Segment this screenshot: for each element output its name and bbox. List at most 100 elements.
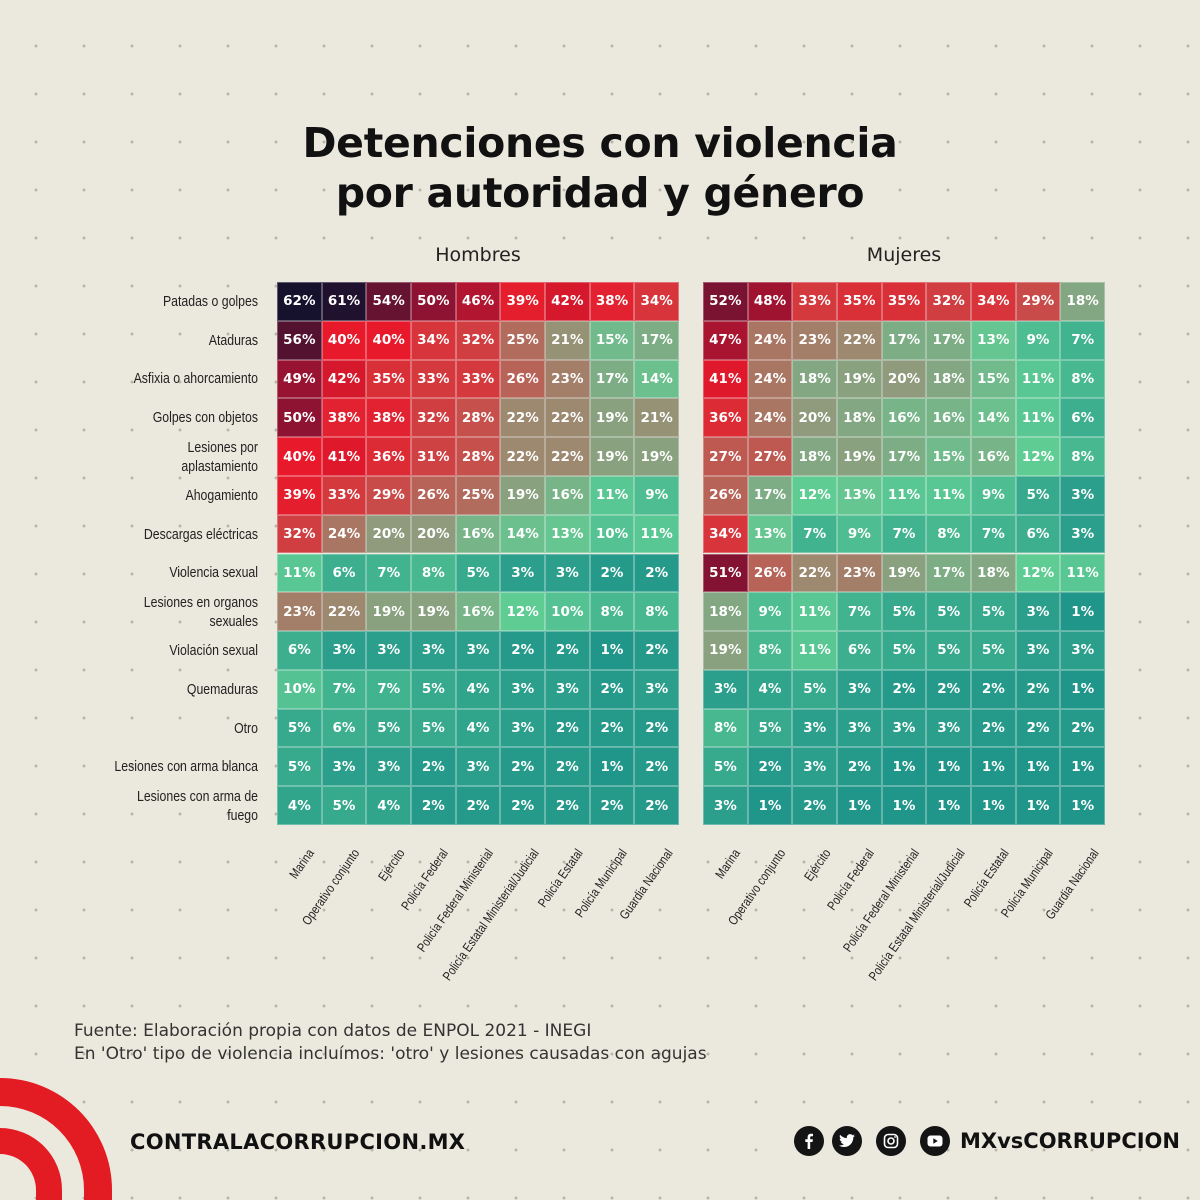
row-label-line: Lesiones por <box>187 438 258 456</box>
heatmap-cell: 27% <box>703 437 748 476</box>
heatmap-cell: 33% <box>792 282 837 321</box>
heatmap-cell: 22% <box>545 398 590 438</box>
heatmap-cell: 3% <box>1015 631 1061 670</box>
heatmap-cell: 21% <box>545 320 590 360</box>
heatmap-cell: 2% <box>837 747 882 787</box>
heatmap-cell: 2% <box>500 786 545 825</box>
row-label-line: Lesiones con arma blanca <box>114 758 258 776</box>
heatmap-cell: 1% <box>881 747 927 787</box>
heatmap-cell: 5% <box>792 669 837 709</box>
row-label: Otro <box>94 709 258 748</box>
heatmap-cell: 11% <box>634 514 679 554</box>
column-label: Ejército <box>374 846 408 884</box>
heatmap-cell: 4% <box>455 708 501 748</box>
heatmap-cell: 19% <box>366 592 411 632</box>
heatmap-cell: 22% <box>545 437 590 476</box>
heatmap-cell: 3% <box>366 631 411 670</box>
heatmap-cell: 12% <box>500 592 545 632</box>
social-bar: MXvsCORRUPCION <box>794 1126 1180 1156</box>
title-line-1: Detenciones con violencia <box>302 119 898 167</box>
heatmap-cell: 21% <box>634 398 679 438</box>
heatmap-cell: 1% <box>747 786 793 825</box>
heatmap-cell: 49% <box>277 359 322 399</box>
heatmap-cell: 19% <box>634 437 679 476</box>
heatmap-cell: 11% <box>589 475 635 515</box>
heatmap-cell: 6% <box>321 553 367 593</box>
heatmap-cell: 9% <box>837 514 882 554</box>
heatmap-cell: 10% <box>277 669 322 709</box>
heatmap-cell: 26% <box>500 359 545 399</box>
heatmap-cell: 50% <box>411 282 456 321</box>
heatmap-cell: 4% <box>366 786 411 825</box>
heatmap-cell: 5% <box>366 708 411 748</box>
heatmap-cell: 40% <box>366 320 411 360</box>
heatmap-cell: 13% <box>837 475 882 515</box>
heatmap-cell: 3% <box>837 708 882 748</box>
heatmap-cell: 3% <box>545 669 590 709</box>
row-label-line: Asfixia o ahorcamiento <box>133 370 258 388</box>
heatmap-cell: 61% <box>321 282 367 321</box>
heatmap-cell: 7% <box>321 669 367 709</box>
heatmap-cell: 62% <box>277 282 322 321</box>
row-label: Ataduras <box>94 321 258 360</box>
heatmap-cell: 11% <box>881 475 927 515</box>
heatmap-cell: 11% <box>1015 398 1061 438</box>
heatmap-cell: 34% <box>971 282 1016 321</box>
heatmap-cell: 4% <box>277 786 322 825</box>
heatmap-cell: 6% <box>837 631 882 670</box>
heatmap-cell: 1% <box>1015 786 1061 825</box>
instagram-icon[interactable] <box>876 1126 906 1156</box>
heatmap-cell: 3% <box>500 708 545 748</box>
heatmap-cell: 50% <box>277 398 322 438</box>
heatmap-cell: 9% <box>634 475 679 515</box>
heatmap-cell: 7% <box>1060 320 1105 360</box>
heatmap-cell: 22% <box>321 592 367 632</box>
heatmap-cell: 2% <box>455 786 501 825</box>
heatmap-hombres: 62% 61% 54% 50% 46% 39% 42% 38% 34% 56% 40% 40% 34% 3… <box>277 282 679 825</box>
heatmap-cell: 3% <box>500 553 545 593</box>
heatmap-cell: 15% <box>926 437 971 476</box>
heatmap-cell: 1% <box>589 747 635 787</box>
column-label: Policía Estatal Ministerial/Judicial <box>439 846 542 984</box>
heatmap-cell: 34% <box>703 514 748 554</box>
site-url[interactable]: CONTRALACORRUPCION.MX <box>130 1130 466 1154</box>
heatmap-cell: 41% <box>703 359 748 399</box>
heatmap-cell: 35% <box>837 282 882 321</box>
heatmap-cell: 24% <box>321 514 367 554</box>
heatmap-cell: 16% <box>926 398 971 438</box>
heatmap-cell: 19% <box>703 631 748 670</box>
heatmap-cell: 25% <box>500 320 545 360</box>
facebook-icon[interactable] <box>794 1126 824 1156</box>
brand-arcs-logo <box>0 1078 112 1200</box>
heatmap-cell: 18% <box>1060 282 1105 321</box>
row-label-line: Golpes con objetos <box>152 409 258 427</box>
heatmap-cell: 14% <box>971 398 1016 438</box>
heatmap-cell: 38% <box>321 398 367 438</box>
heatmap-cell: 3% <box>703 669 748 709</box>
heatmap-cell: 4% <box>747 669 793 709</box>
heatmap-cell: 16% <box>455 514 501 554</box>
heatmap-cell: 51% <box>703 553 748 593</box>
heatmap-cell: 5% <box>971 592 1016 632</box>
heatmap-cell: 2% <box>500 747 545 787</box>
row-label-line: Ahogamiento <box>185 486 258 504</box>
row-label: Asfixia o ahorcamiento <box>94 360 258 399</box>
row-label: Lesiones con arma de fuego <box>94 786 258 825</box>
heatmap-cell: 19% <box>411 592 456 632</box>
row-label: Golpes con objetos <box>94 398 258 437</box>
twitter-icon[interactable] <box>832 1126 862 1156</box>
heatmap-cell: 1% <box>926 786 971 825</box>
heatmap-cell: 41% <box>321 437 367 476</box>
social-handle[interactable]: MXvsCORRUPCION <box>960 1129 1180 1153</box>
row-label-line: Patadas o golpes <box>162 292 258 310</box>
heatmap-cell: 2% <box>589 786 635 825</box>
row-label: Patadas o golpes <box>94 282 258 321</box>
row-label: Lesiones en organos sexuales <box>94 592 258 631</box>
heatmap-cell: 2% <box>792 786 837 825</box>
heatmap-cell: 1% <box>971 747 1016 787</box>
heatmap-cell: 18% <box>792 437 837 476</box>
heatmap-cell: 47% <box>703 320 748 360</box>
column-label: Ejército <box>800 846 834 884</box>
heatmap-cell: 15% <box>971 359 1016 399</box>
youtube-icon[interactable] <box>920 1126 950 1156</box>
